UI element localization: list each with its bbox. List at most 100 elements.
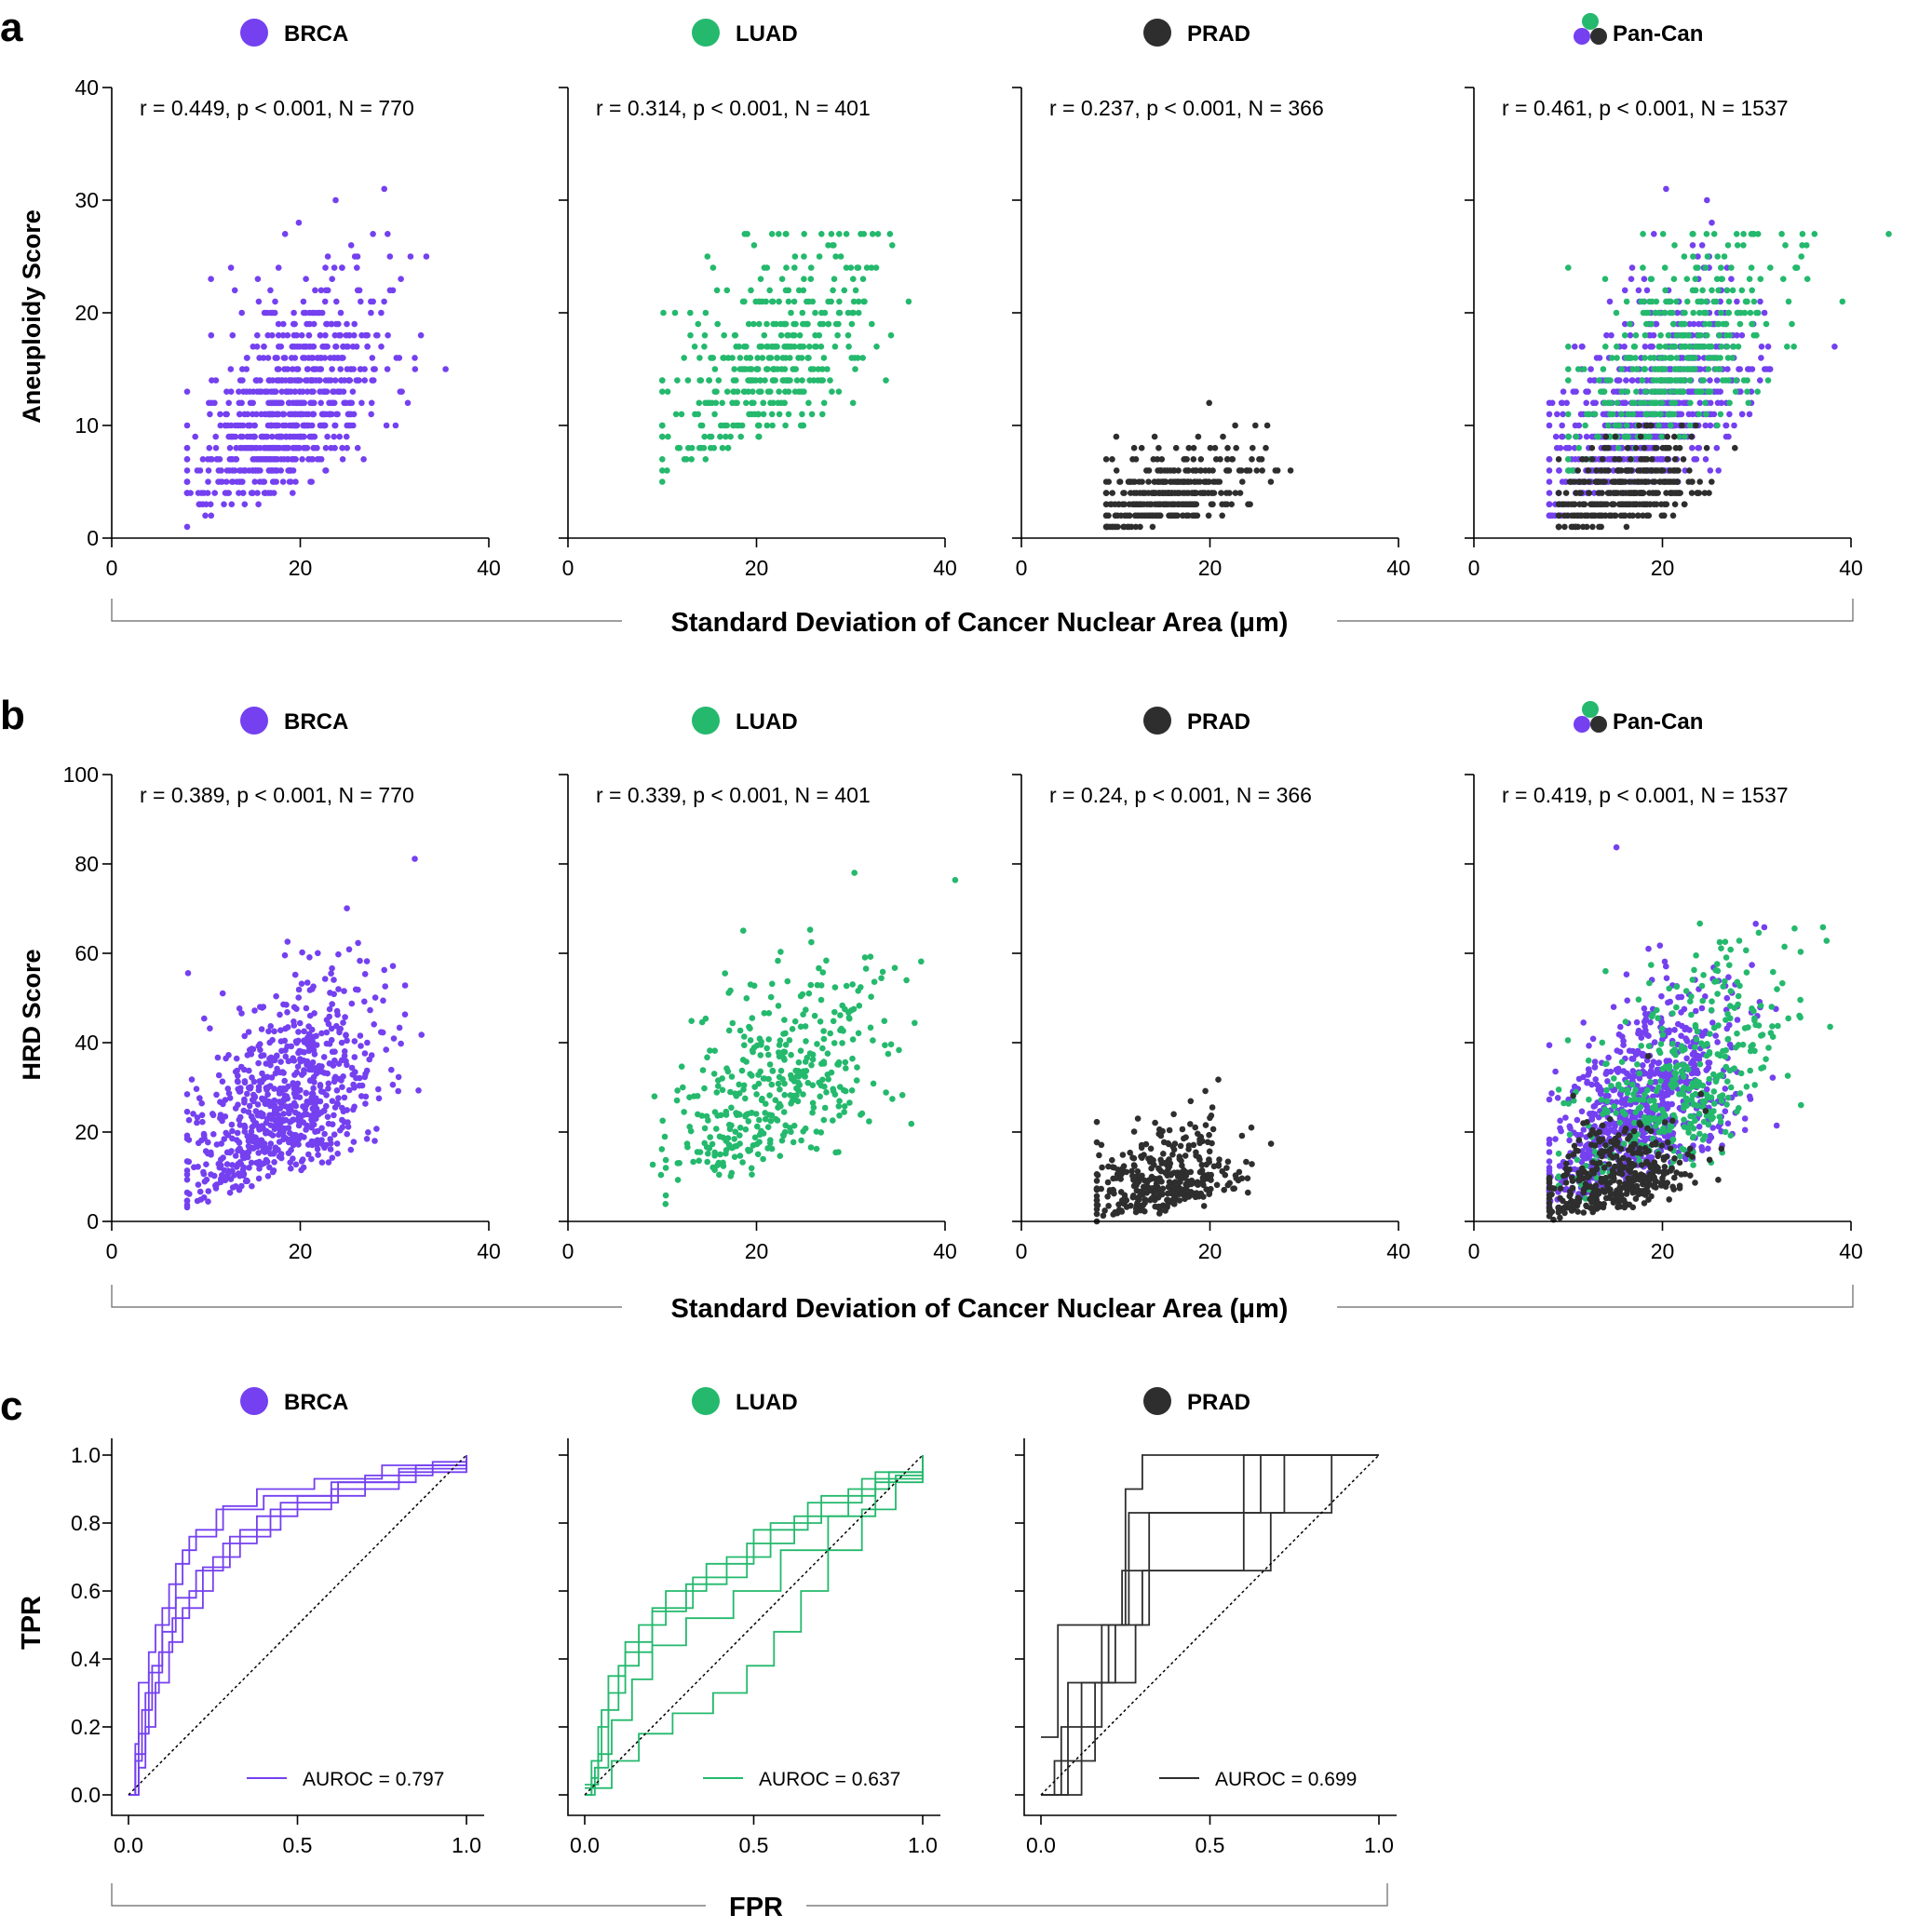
point-brca [225,1090,233,1097]
point-brca [362,1093,370,1100]
point-brca [186,1191,193,1197]
point-luad [809,1056,817,1063]
point-luad [1671,344,1679,350]
point-luad [711,1047,718,1054]
point-prad [1588,444,1596,452]
point-prad [1208,1177,1214,1183]
point-prad [1581,512,1588,519]
point-prad [1136,479,1142,485]
point-brca [293,366,301,372]
point-brca [262,388,269,396]
point-luad [781,1017,788,1023]
point-prad [1619,479,1626,485]
point-prad [1121,1196,1128,1203]
point-luad [843,982,850,990]
point-brca [304,422,311,429]
point-luad [732,331,739,339]
point-brca [242,1178,250,1185]
point-brca [293,422,301,429]
point-prad [1593,467,1600,474]
point-brca [250,1133,257,1140]
point-brca [290,1099,298,1107]
point-luad [790,366,797,372]
y-tick-label: 0 [87,1209,99,1234]
point-luad [819,411,826,418]
point-brca [1663,963,1669,970]
point-luad [829,388,835,396]
point-luad [918,958,925,965]
point-brca [266,1144,273,1152]
point-luad [791,331,798,339]
point-luad [659,479,666,485]
point-prad [1228,456,1236,463]
point-brca [361,377,369,384]
point-luad [718,422,724,429]
point-brca [244,433,250,440]
point-brca [235,1078,241,1085]
point-luad [728,1073,736,1080]
point-brca [304,377,311,384]
point-luad [1782,242,1789,249]
point-brca [390,1035,398,1042]
point-prad [1129,1154,1136,1161]
point-luad [800,1128,806,1135]
point-luad [773,320,779,328]
point-brca [287,1118,293,1126]
point-prad [1631,490,1639,496]
point-luad [688,444,696,452]
point-prad [1116,479,1124,485]
point-luad [952,877,959,883]
point-prad [1142,1140,1150,1148]
point-brca [339,456,346,463]
point-brca [309,309,317,317]
point-brca [209,456,215,463]
point-brca [245,1029,252,1035]
point-prad [1132,523,1140,531]
point-luad [711,411,718,418]
point-prad [1197,1133,1205,1140]
point-brca [200,1194,208,1201]
point-brca [330,399,336,407]
point-brca [210,1131,217,1138]
point-luad [741,231,749,237]
point-brca [303,1004,310,1012]
point-prad [1136,1196,1142,1203]
point-prad [1113,433,1120,440]
point-brca [357,366,364,372]
point-brca [292,1038,300,1045]
legend-dot-brca [1574,28,1590,45]
legend-dot-brca [1574,716,1590,733]
point-brca [277,467,285,474]
point-brca [1560,388,1567,396]
point-brca [183,523,191,531]
point-luad [879,968,886,976]
point-luad [745,1118,752,1125]
point-luad [785,331,792,339]
point-luad [736,344,742,350]
point-prad [1680,456,1687,463]
point-luad [1673,331,1680,339]
point-luad [716,1171,723,1179]
point-luad [1565,377,1572,384]
point-brca [195,1139,202,1147]
point-luad [1811,231,1818,237]
point-luad [736,1153,744,1159]
point-brca [1663,185,1669,193]
point-luad [1728,264,1735,271]
point-prad [1664,433,1670,440]
point-luad [835,1103,843,1110]
point-luad [736,1132,743,1139]
point-prad [1626,467,1632,474]
point-luad [801,253,807,260]
point-brca [1552,433,1560,440]
point-luad [738,1067,746,1074]
point-prad [1102,456,1110,463]
point-luad [1624,388,1631,396]
point-brca [1560,411,1566,418]
point-luad [802,1023,809,1030]
legend-dot [240,19,268,47]
point-luad [805,990,813,997]
point-luad [887,1041,895,1048]
point-prad [1130,1128,1138,1135]
